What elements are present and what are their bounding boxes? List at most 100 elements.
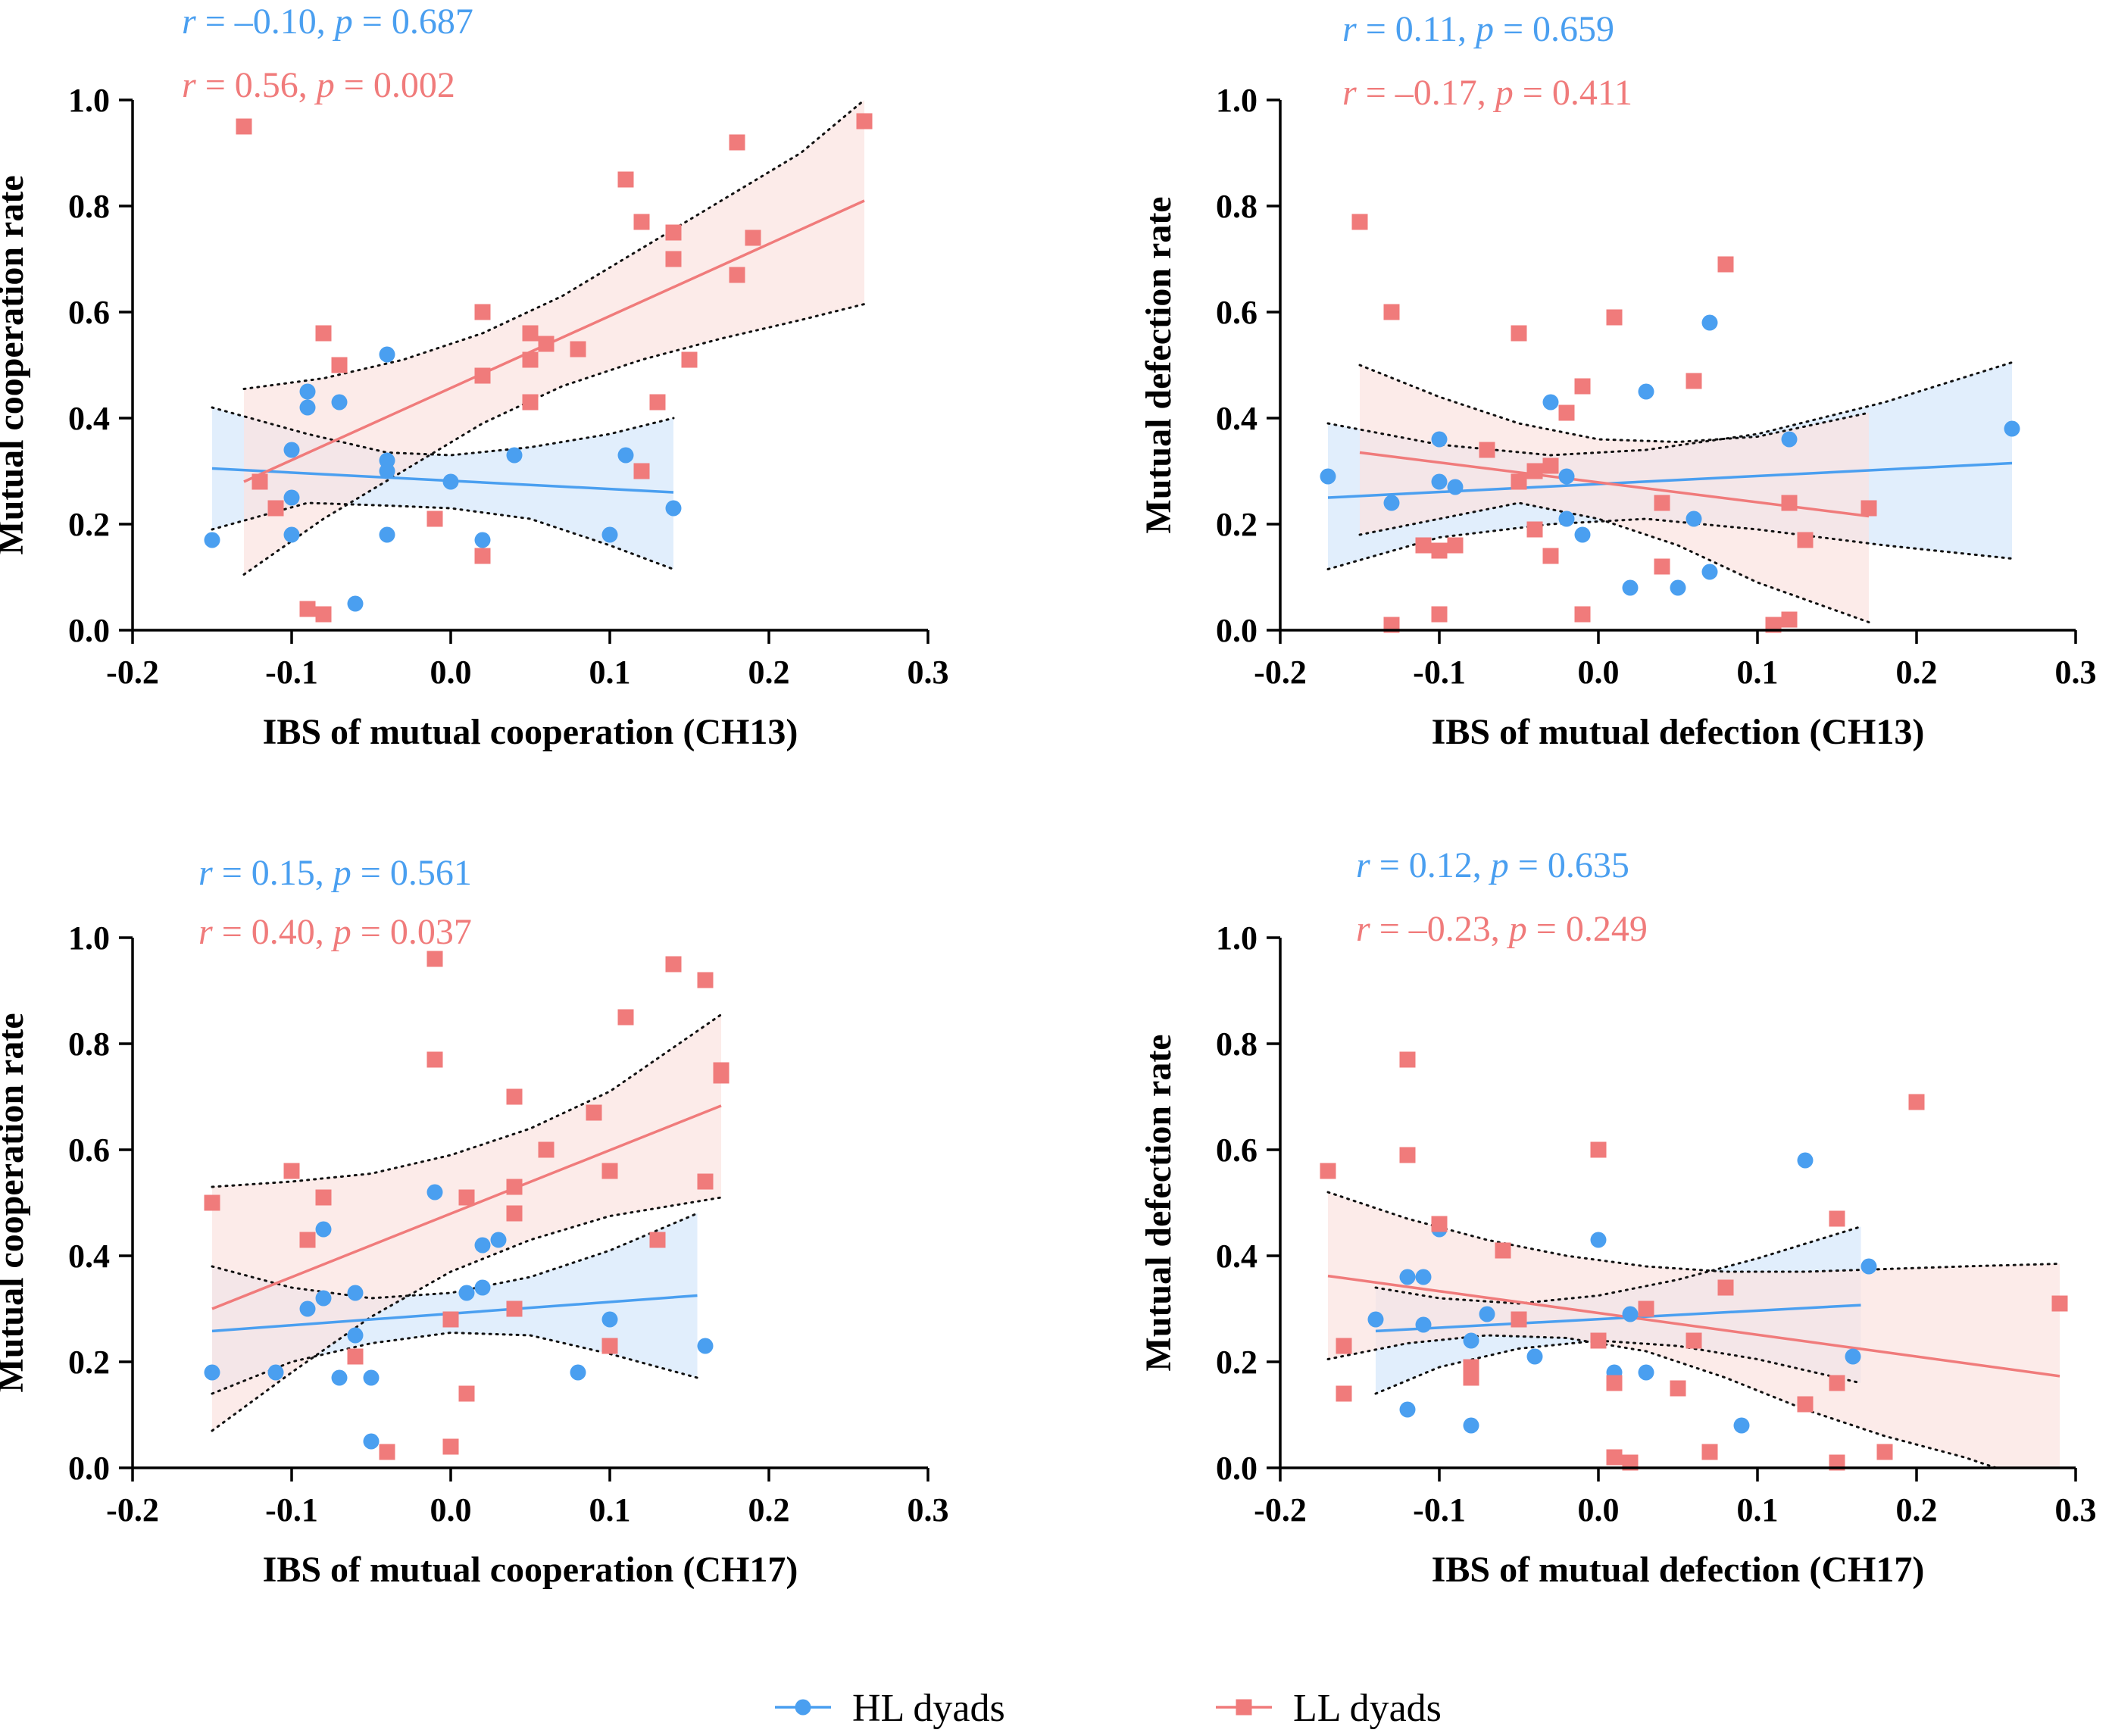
hl-data-point	[1670, 579, 1686, 596]
chart-panel-top-right: -0.2 -0.1 0.0 0.1 0.2 0.3 0.0 0.2 0.4 0.6 0.8 1.0 IB…	[1139, 9, 2097, 752]
ll-correlation-stats: r = –0.17, p = 0.411	[1342, 73, 1632, 113]
hl-data-point	[1463, 1332, 1479, 1349]
ll-data-point	[522, 325, 539, 342]
hl-confidence-band	[212, 1213, 698, 1394]
hl-data-point	[379, 463, 395, 479]
x-tick-label: 0.3	[2055, 654, 2097, 691]
ll-data-point	[426, 510, 443, 527]
ll-confidence-band	[1328, 1192, 2060, 1468]
hl-data-point	[1686, 510, 1702, 527]
hl-data-point	[331, 394, 348, 411]
hl-data-point	[1399, 1269, 1416, 1285]
hl-data-point	[617, 447, 634, 464]
ll-data-point	[1701, 1444, 1718, 1460]
ll-data-point	[633, 214, 650, 230]
y-tick-label: 0.2	[1216, 506, 1258, 543]
hl-data-point	[474, 1279, 491, 1296]
hl-data-point	[1574, 526, 1591, 543]
ll-data-point	[458, 1189, 475, 1206]
y-tick-label: 0.2	[68, 506, 110, 543]
hl-data-point	[1590, 1232, 1607, 1248]
ll-data-point	[729, 267, 745, 283]
hl-data-point	[204, 532, 220, 548]
hl-data-point	[601, 526, 618, 543]
x-tick-label: 0.1	[589, 654, 631, 691]
y-tick-label: 0.6	[68, 1132, 110, 1169]
ll-data-point	[267, 500, 284, 517]
ll-data-point	[426, 951, 443, 967]
ll-data-point	[1463, 1369, 1479, 1386]
x-tick-label: 0.1	[1737, 1491, 1779, 1528]
ll-data-point	[1908, 1094, 1925, 1110]
ll-data-point	[1320, 1163, 1336, 1179]
ll-regression-line	[211, 1104, 722, 1310]
hl-data-point	[1558, 510, 1575, 527]
x-tick-label: -0.2	[106, 654, 159, 691]
y-tick-label: 0.4	[68, 1238, 110, 1275]
ll-data-point	[426, 1051, 443, 1068]
x-tick-label: -0.2	[106, 1491, 159, 1528]
x-tick-label: -0.2	[1254, 1491, 1307, 1528]
ll-data-point	[1686, 373, 1702, 389]
y-axis-title: Mutual defection rate	[1139, 196, 1179, 533]
hl-data-point	[490, 1232, 507, 1248]
x-tick-label: 0.3	[908, 654, 949, 691]
ll-data-point	[1860, 500, 1877, 517]
ll-data-point	[570, 341, 586, 358]
chart-panel-bottom-left: -0.2 -0.1 0.0 0.1 0.2 0.3 0.0 0.2 0.4 0.6 0.8 1.0 IB…	[0, 853, 949, 1590]
x-tick-label: 0.2	[1896, 1491, 1938, 1528]
ll-correlation-stats: r = 0.40, p = 0.037	[198, 912, 472, 952]
y-tick-label: 0.2	[1216, 1344, 1258, 1381]
hl-ci-upper-line	[211, 1212, 698, 1300]
hl-data-point	[347, 595, 364, 612]
ll-data-point	[856, 113, 873, 130]
ll-data-point	[617, 171, 634, 188]
x-tick-label: 0.3	[908, 1491, 949, 1528]
ll-data-point	[1447, 537, 1464, 554]
ll-data-point	[729, 134, 745, 151]
y-tick-label: 0.0	[1216, 1450, 1258, 1487]
ll-data-point	[331, 357, 348, 373]
x-tick-label: -0.1	[1413, 1491, 1466, 1528]
ll-data-point	[1431, 542, 1448, 559]
ll-data-point	[1431, 1216, 1448, 1232]
hl-ci-lower-line	[1374, 1339, 1862, 1395]
ll-data-point	[617, 1009, 634, 1026]
ll-regression-line	[1327, 1274, 2060, 1378]
x-tick-label: 0.0	[1578, 1491, 1620, 1528]
hl-data-point	[267, 1364, 284, 1381]
ll-data-point	[1590, 1332, 1607, 1349]
hl-data-point	[299, 1300, 316, 1317]
ll-data-point	[1399, 1147, 1416, 1163]
ll-data-point	[1526, 463, 1543, 479]
hl-data-point	[601, 1311, 618, 1328]
hl-correlation-stats: r = 0.11, p = 0.659	[1342, 9, 1614, 49]
hl-data-point	[1431, 431, 1448, 448]
x-tick-label: 0.2	[1896, 654, 1938, 691]
y-axis-title: Mutual defection rate	[1139, 1034, 1179, 1371]
ll-data-point	[538, 336, 555, 352]
hl-data-point	[315, 1290, 332, 1307]
y-axis-title: Mutual cooperation rate	[0, 175, 31, 554]
ll-data-point	[745, 229, 761, 246]
ll-ci-upper-line	[1358, 364, 1870, 444]
ll-data-point	[252, 473, 268, 490]
x-axis-title: IBS of mutual cooperation (CH17)	[263, 1550, 798, 1590]
hl-data-point	[283, 526, 300, 543]
x-tick-label: -0.1	[265, 654, 318, 691]
ll-data-point	[522, 351, 539, 368]
hl-data-point	[1479, 1306, 1495, 1322]
hl-ci-upper-line	[1326, 361, 2014, 457]
ll-data-point	[1606, 1449, 1623, 1466]
hl-data-point	[1415, 1316, 1432, 1333]
hl-data-point	[299, 383, 316, 400]
hl-data-point	[1415, 1269, 1432, 1285]
x-tick-label: 0.3	[2055, 1491, 2097, 1528]
ll-data-point	[1351, 214, 1368, 230]
ll-data-point	[681, 351, 698, 368]
y-tick-label: 1.0	[68, 82, 110, 119]
hl-data-point	[1542, 394, 1559, 411]
y-tick-label: 1.0	[1216, 920, 1258, 957]
hl-regression-line	[1327, 461, 2013, 499]
ll-data-point	[665, 251, 682, 267]
